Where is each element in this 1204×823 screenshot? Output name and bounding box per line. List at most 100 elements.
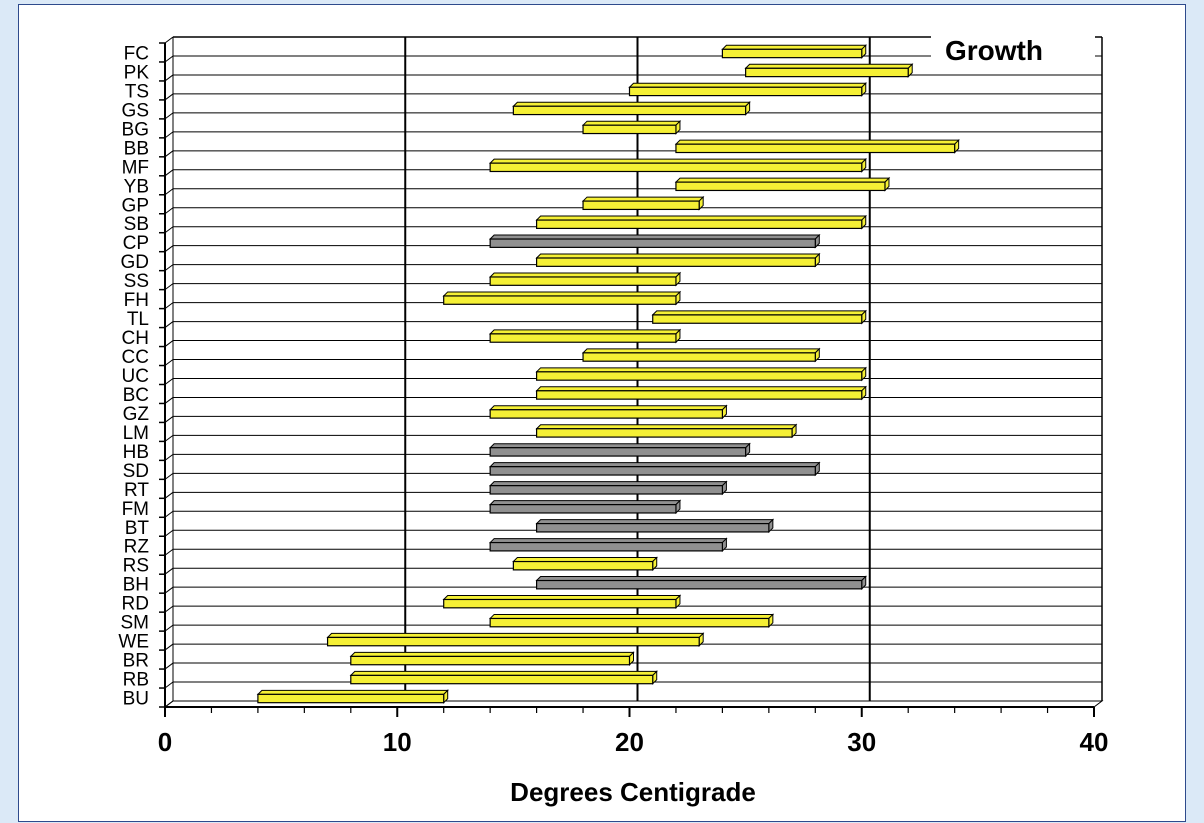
range-bar: [535, 575, 867, 591]
range-bar-top: [674, 139, 960, 145]
h-gridline-depth: [164, 131, 174, 139]
range-bar: [488, 499, 682, 515]
category-label: FH: [124, 290, 149, 311]
category-label: BB: [124, 138, 149, 159]
range-bar-front: [257, 693, 445, 704]
h-gridline-depth: [164, 548, 174, 556]
range-bar-front: [489, 541, 723, 552]
range-bar-front: [489, 238, 816, 248]
category-label: BR: [123, 651, 149, 672]
range-bar: [488, 157, 867, 173]
range-bar-front: [443, 295, 677, 305]
category-label: TS: [125, 81, 149, 102]
range-bar: [535, 518, 775, 534]
h-gridline-depth: [164, 302, 174, 310]
range-bar-front: [489, 276, 677, 286]
range-bar: [488, 404, 728, 420]
category-label: LM: [123, 423, 149, 444]
h-gridline-depth: [164, 378, 174, 385]
range-bar: [488, 328, 682, 344]
category-label: SM: [121, 613, 150, 634]
h-gridline-depth: [164, 605, 174, 613]
h-gridline-depth: [164, 359, 174, 366]
h-gridline-depth: [164, 207, 174, 215]
range-bar: [442, 290, 682, 306]
x-tick-label: 40: [1080, 727, 1109, 757]
x-tick-label: 20: [615, 727, 644, 757]
category-label: BU: [123, 689, 149, 710]
range-bar-front: [512, 560, 654, 571]
h-gridline-depth: [164, 321, 174, 328]
h-gridline-depth: [164, 264, 174, 272]
category-label: SB: [124, 214, 149, 235]
range-bar-front: [675, 181, 886, 192]
range-bar-front: [489, 409, 723, 419]
category-label: RT: [124, 480, 149, 501]
range-bar: [535, 423, 798, 439]
h-gridline-depth: [164, 643, 174, 651]
h-gridline-depth: [164, 434, 174, 442]
category-label: GD: [121, 252, 150, 273]
h-gridline-depth: [164, 55, 174, 63]
category-label: RS: [123, 556, 149, 577]
range-bar: [488, 233, 821, 249]
range-bar-front: [628, 86, 863, 97]
range-bar-front: [675, 143, 956, 154]
range-bar-front: [721, 48, 863, 59]
category-label: CP: [123, 233, 149, 254]
legend-label: Growth: [945, 35, 1043, 66]
category-label: RZ: [124, 537, 150, 558]
h-gridline-depth: [164, 453, 174, 461]
x-axis-title: Degrees Centigrade: [510, 777, 756, 807]
h-gridline-depth: [164, 662, 174, 670]
h-gridline-depth: [164, 510, 174, 518]
h-gridline-depth: [164, 491, 174, 499]
category-label: FC: [124, 43, 149, 64]
range-bar: [674, 138, 960, 154]
category-label: SS: [124, 271, 149, 292]
category-label: PK: [124, 62, 150, 83]
category-label: FM: [122, 499, 149, 520]
h-gridline-depth: [164, 150, 174, 158]
range-bar: [535, 214, 867, 230]
range-bar: [535, 252, 821, 268]
h-gridline-depth: [164, 169, 174, 177]
range-bar: [581, 119, 682, 135]
range-bar: [349, 651, 635, 666]
h-gridline-depth: [164, 416, 174, 423]
range-bar-front: [582, 124, 677, 135]
range-bar: [721, 44, 867, 59]
range-bar: [256, 689, 449, 704]
h-gridline-depth: [164, 586, 174, 594]
range-bar-front: [652, 314, 863, 324]
x-tick-label: 0: [158, 727, 172, 757]
chart-frame: 0 10 20 30 40 FC PK TS GS BG BB MF YB GP SB CP GD SS FH TL C…: [18, 4, 1186, 822]
category-label: BC: [123, 385, 149, 406]
legend-box: [931, 32, 1095, 68]
range-bar: [488, 480, 728, 496]
x-tick-label: 10: [383, 727, 412, 757]
range-bar: [488, 537, 728, 553]
h-gridline-depth: [164, 397, 174, 404]
h-gridline-depth: [164, 74, 174, 82]
bars-layer: [256, 44, 960, 704]
h-gridline-depth: [164, 529, 174, 537]
h-gridline-depth: [164, 188, 174, 196]
category-label: MF: [122, 157, 149, 178]
category-label: WE: [118, 632, 149, 653]
range-bar-front: [489, 447, 747, 457]
range-bar-front: [350, 655, 631, 666]
h-gridline-depth: [164, 112, 174, 120]
range-bar-front: [535, 219, 863, 230]
category-label: BG: [122, 119, 149, 140]
h-gridline-depth: [164, 567, 174, 575]
category-label: UC: [122, 366, 149, 387]
h-gridline-depth: [164, 624, 174, 632]
range-bar-front: [489, 485, 723, 495]
category-label: HB: [123, 442, 149, 463]
range-bar: [488, 271, 682, 287]
h-gridline-depth: [164, 226, 174, 234]
category-label: TL: [127, 309, 149, 330]
range-bar-top: [488, 158, 867, 164]
x-tick-label: 30: [847, 727, 876, 757]
